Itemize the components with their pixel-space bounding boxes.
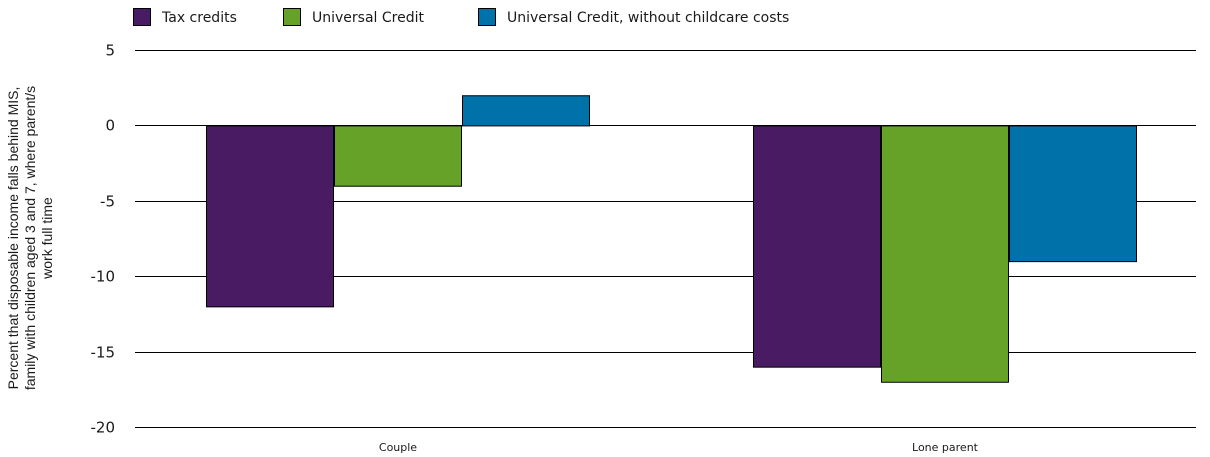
y-tick-label: 5 [105, 42, 115, 60]
legend-item: Universal Credit [283, 8, 424, 26]
bars [206, 95, 1137, 383]
y-tick-label: -15 [91, 344, 116, 362]
bar-tax-credits-lone-parent [753, 125, 881, 368]
y-axis-label-line: Percent that disposable income falls beh… [5, 87, 21, 390]
y-axis-label: Percent that disposable income falls beh… [5, 86, 55, 390]
y-tick-label: 0 [105, 117, 115, 135]
legend-item: Tax credits [133, 8, 237, 26]
legend-label: Universal Credit, without childcare cost… [507, 10, 789, 26]
x-axis-categories: Couple Lone parent [379, 441, 979, 454]
legend-swatch [478, 8, 496, 26]
bar-universal-credit-lone-parent [881, 125, 1009, 383]
y-axis-label-line: family with children aged 3 and 7, where… [22, 86, 38, 390]
y-tick-label: -20 [91, 419, 116, 437]
y-axis-ticks: 5 0 -5 -10 -15 -20 [91, 42, 116, 437]
y-axis-label-line: work full time [39, 197, 55, 280]
bar-universal-credit-without-childcare-costs-lone-parent [1009, 125, 1137, 263]
category-label: Couple [379, 441, 417, 454]
y-tick-label: -10 [91, 268, 116, 286]
legend-label: Tax credits [161, 10, 237, 26]
legend-swatch [133, 8, 151, 26]
y-tick-label: -5 [100, 193, 115, 211]
category-label: Lone parent [912, 441, 979, 454]
legend-swatch [283, 8, 301, 26]
legend: Tax credits Universal Credit Universal Cre… [133, 8, 789, 26]
bar-tax-credits-couple [206, 125, 334, 308]
legend-item: Universal Credit, without childcare cost… [478, 8, 789, 26]
bar-universal-credit-without-childcare-costs-couple [462, 95, 590, 127]
legend-label: Universal Credit [312, 10, 424, 26]
bar-universal-credit-couple [334, 125, 462, 187]
